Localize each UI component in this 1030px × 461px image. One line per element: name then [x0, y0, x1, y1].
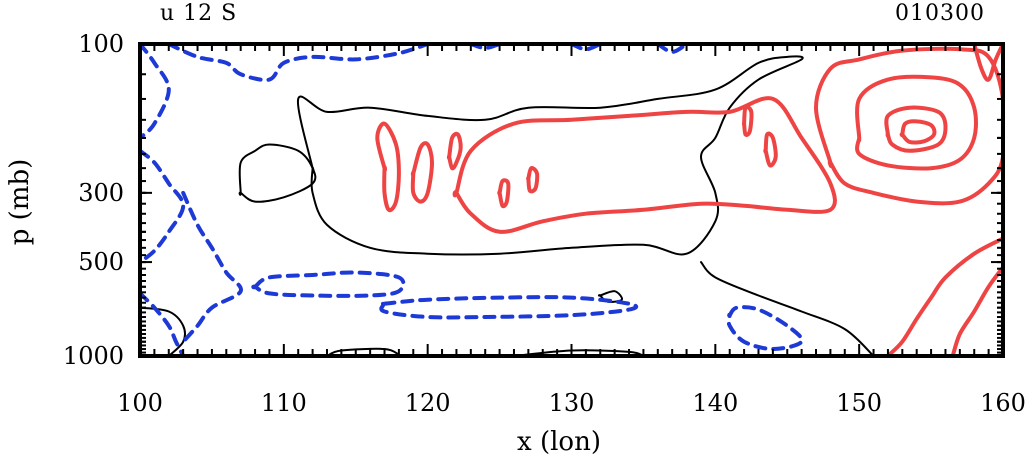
- axis-ticks: [139, 43, 1004, 357]
- contour-zero-3: [597, 290, 623, 303]
- contour-positive-21: [972, 44, 1003, 82]
- contour-negative-23: [140, 148, 186, 265]
- x-tick-label: 120: [405, 389, 451, 417]
- y-tick-label: 300: [78, 179, 124, 207]
- contour-negative-28: [379, 295, 639, 320]
- x-axis-label: x (lon): [517, 427, 601, 457]
- contour-negative-27: [251, 270, 406, 298]
- contour-positive-7: [452, 96, 837, 234]
- y-axis-label: p (mb): [5, 159, 35, 246]
- contour-positive-8: [814, 46, 1003, 206]
- contour-positive-20: [950, 265, 1003, 356]
- contour-negative-26: [181, 190, 243, 344]
- contour-lines: [140, 44, 1003, 356]
- contour-zero-5: [326, 347, 400, 356]
- x-tick-label: 150: [836, 389, 882, 417]
- title-left: u 12 S: [160, 1, 237, 26]
- contour-positive-19: [885, 236, 1003, 356]
- y-tick-labels: 100 300 500 1000: [63, 30, 124, 370]
- y-tick-label: 1000: [63, 342, 124, 370]
- x-tick-label: 130: [549, 389, 595, 417]
- x-tick-labels: 100 110 120 130 140 150 160: [117, 389, 1026, 417]
- contour-positive-16: [526, 166, 540, 194]
- y-tick-label: 500: [78, 248, 124, 276]
- contour-zero-2: [700, 261, 875, 356]
- contour-positive-11: [899, 119, 937, 145]
- contour-positive-13: [410, 141, 434, 204]
- contour-zero-4: [140, 306, 186, 356]
- contour-negative-25: [166, 44, 430, 82]
- x-tick-label: 110: [261, 389, 307, 417]
- contour-negative-29: [726, 305, 804, 351]
- x-tick-label: 100: [117, 389, 163, 417]
- x-tick-label: 160: [980, 389, 1026, 417]
- contour-positive-14: [446, 131, 463, 171]
- contour-positive-10: [884, 105, 948, 153]
- title-right: 010300: [895, 1, 985, 26]
- contour-positive-9: [855, 74, 978, 171]
- contour-positive-15: [497, 178, 511, 209]
- contour-positive-12: [375, 121, 401, 213]
- y-tick-label: 100: [78, 30, 124, 58]
- contour-negative-22: [140, 44, 171, 140]
- contour-zero-1: [238, 143, 317, 203]
- contour-negative-32: [655, 44, 689, 54]
- contour-positive-17: [763, 131, 778, 168]
- contour-zero-0: [296, 55, 804, 256]
- contour-positive-18: [741, 104, 754, 137]
- x-tick-label: 140: [692, 389, 738, 417]
- contour-negative-24: [140, 291, 186, 356]
